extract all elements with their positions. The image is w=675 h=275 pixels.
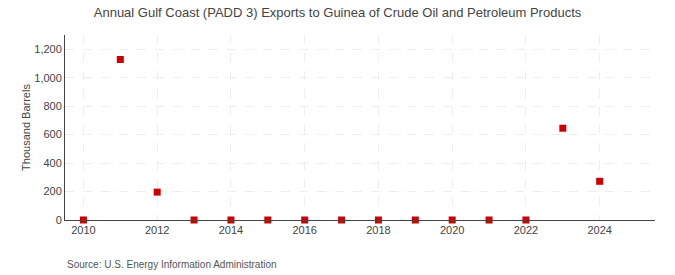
svg-text:600: 600 xyxy=(43,128,61,140)
svg-text:2010: 2010 xyxy=(71,224,95,236)
svg-text:1,000: 1,000 xyxy=(34,72,62,84)
svg-text:800: 800 xyxy=(43,100,61,112)
svg-text:0: 0 xyxy=(56,214,62,226)
svg-text:200: 200 xyxy=(43,185,61,197)
svg-text:2012: 2012 xyxy=(145,224,169,236)
svg-text:Thousand Barrels: Thousand Barrels xyxy=(20,84,32,171)
svg-text:1,200: 1,200 xyxy=(34,43,62,55)
svg-text:Source: U.S. Energy Informatio: Source: U.S. Energy Information Administ… xyxy=(67,259,277,270)
svg-text:2022: 2022 xyxy=(514,224,538,236)
svg-text:Annual Gulf Coast (PADD 3) Exp: Annual Gulf Coast (PADD 3) Exports to Gu… xyxy=(94,5,582,20)
svg-text:2014: 2014 xyxy=(219,224,243,236)
svg-text:2020: 2020 xyxy=(440,224,464,236)
svg-text:2018: 2018 xyxy=(366,224,390,236)
svg-text:2016: 2016 xyxy=(292,224,316,236)
svg-text:400: 400 xyxy=(43,157,61,169)
svg-text:2024: 2024 xyxy=(587,224,611,236)
